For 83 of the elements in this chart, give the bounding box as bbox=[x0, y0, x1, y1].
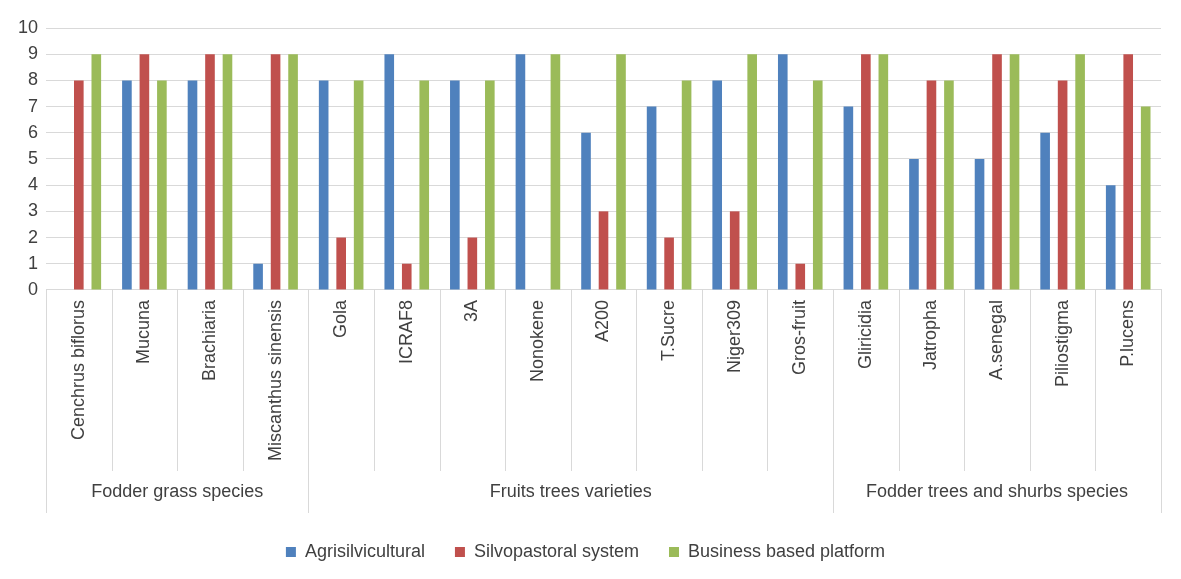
bar bbox=[353, 80, 364, 290]
bar bbox=[253, 263, 263, 290]
bar bbox=[187, 80, 198, 290]
legend-label: Silvopastoral system bbox=[473, 540, 639, 561]
y-tick-label: 10 bbox=[17, 16, 39, 37]
x-tick-label: Miscanthus sinensis bbox=[264, 299, 285, 462]
y-tick-label: 8 bbox=[28, 69, 39, 90]
bar bbox=[777, 54, 788, 290]
y-tick-label: 6 bbox=[28, 121, 39, 142]
bar bbox=[681, 80, 692, 290]
bar bbox=[1105, 185, 1116, 290]
x-tick-label: A.senegal bbox=[986, 299, 1006, 380]
x-tick-label: 3A bbox=[461, 299, 482, 322]
y-tick-label: 0 bbox=[28, 278, 39, 299]
x-tick-label: A200 bbox=[592, 299, 613, 342]
bar bbox=[812, 80, 823, 290]
text: Fodder grass species bbox=[91, 480, 264, 501]
bar bbox=[729, 211, 740, 290]
y-tick-label: 2 bbox=[28, 226, 39, 247]
bar bbox=[1009, 54, 1020, 290]
bar bbox=[467, 237, 478, 290]
bar bbox=[318, 80, 329, 290]
bar bbox=[336, 237, 346, 290]
bar bbox=[926, 80, 937, 290]
bar bbox=[878, 54, 889, 290]
x-tick-label: T.Sucre bbox=[658, 299, 679, 361]
x-tick-label: Brachiaria bbox=[198, 298, 219, 381]
text: Fodder trees and shurbs species bbox=[865, 480, 1129, 501]
y-tick-label: 4 bbox=[28, 174, 39, 195]
bar bbox=[1040, 132, 1050, 290]
y-tick-label: 9 bbox=[28, 43, 39, 64]
bar bbox=[485, 80, 495, 290]
bar bbox=[616, 54, 626, 290]
x-tick-label: Gliricidia bbox=[854, 298, 875, 369]
bar bbox=[992, 54, 1002, 290]
bar bbox=[450, 80, 460, 290]
bar bbox=[974, 158, 985, 290]
bar bbox=[861, 54, 871, 290]
bar bbox=[74, 80, 84, 290]
bar bbox=[598, 211, 609, 290]
x-tick-label: Niger309 bbox=[723, 299, 744, 373]
x-tick-label: P.lucens bbox=[1117, 299, 1138, 367]
x-tick-label: Nonokene bbox=[526, 299, 547, 383]
x-tick-label: Gola bbox=[330, 298, 351, 338]
bar bbox=[1075, 54, 1085, 290]
bar bbox=[515, 54, 526, 290]
bar bbox=[747, 54, 757, 290]
x-tick-label: Gros-fruit bbox=[789, 299, 810, 375]
y-tick-label: 7 bbox=[28, 95, 39, 116]
bar bbox=[419, 80, 430, 290]
bar bbox=[581, 132, 591, 290]
bar bbox=[795, 263, 806, 290]
bar bbox=[1140, 106, 1151, 290]
bar bbox=[1123, 54, 1134, 290]
bar bbox=[712, 80, 723, 290]
bar bbox=[288, 54, 298, 290]
bar bbox=[401, 263, 412, 290]
bar bbox=[550, 54, 561, 290]
bar bbox=[122, 80, 132, 290]
x-tick-label: Cenchrus biflorus bbox=[67, 299, 88, 440]
bar bbox=[944, 80, 954, 290]
x-tick-label: ICRAF8 bbox=[395, 299, 416, 364]
y-tick-label: 3 bbox=[28, 200, 39, 221]
bar bbox=[843, 106, 854, 290]
bar bbox=[909, 158, 919, 290]
bar bbox=[384, 54, 395, 290]
bar bbox=[222, 54, 233, 290]
x-tick-label: Piliostigma bbox=[1051, 298, 1072, 387]
legend-label: Business based platform bbox=[687, 540, 886, 561]
bar bbox=[139, 54, 150, 290]
bar bbox=[646, 106, 657, 290]
x-tick-label: Jatropha bbox=[920, 298, 941, 370]
legend-label: Agrisilvicultural bbox=[304, 540, 425, 561]
y-tick-label: 5 bbox=[28, 147, 39, 168]
bar bbox=[1057, 80, 1068, 290]
y-tick-label: 1 bbox=[28, 252, 39, 273]
bar bbox=[91, 54, 102, 290]
bar bbox=[664, 237, 674, 290]
x-tick-label: Mucuna bbox=[133, 298, 154, 364]
bar bbox=[205, 54, 215, 290]
bar bbox=[270, 54, 281, 290]
text: Fruits trees varieties bbox=[489, 480, 652, 501]
bar bbox=[157, 80, 167, 290]
